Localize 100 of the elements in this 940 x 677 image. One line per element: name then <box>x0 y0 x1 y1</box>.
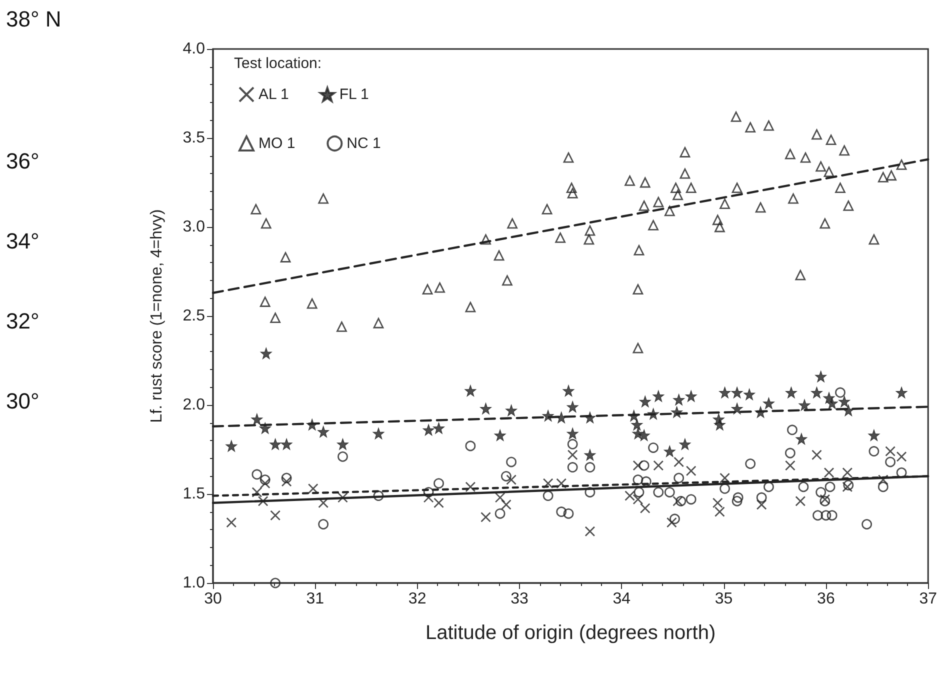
point <box>731 386 743 398</box>
point <box>673 394 685 406</box>
point <box>465 440 476 452</box>
point <box>744 388 756 400</box>
point <box>815 370 827 382</box>
point <box>674 456 684 468</box>
point <box>506 456 516 468</box>
legend-label: FL 1 <box>339 86 369 103</box>
point <box>632 474 644 485</box>
point <box>838 396 850 408</box>
point <box>795 496 806 506</box>
point <box>226 517 237 528</box>
point <box>494 429 506 442</box>
point <box>432 422 445 434</box>
point <box>638 460 650 471</box>
y-tick-label: 1.5 <box>182 486 206 502</box>
point <box>542 478 554 489</box>
point <box>251 413 263 426</box>
point <box>812 450 822 460</box>
point <box>434 498 444 508</box>
point <box>787 424 798 436</box>
point <box>720 472 730 484</box>
legend-label: MO 1 <box>258 135 296 152</box>
point <box>812 510 823 521</box>
x-tick-label: 35 <box>714 590 733 608</box>
point <box>720 483 730 494</box>
point <box>226 440 238 452</box>
point <box>270 438 282 450</box>
x-tick-label: 36 <box>817 590 835 608</box>
point <box>732 496 742 506</box>
point <box>281 476 292 487</box>
point <box>816 487 826 498</box>
point <box>632 494 644 505</box>
point <box>653 460 664 471</box>
point <box>624 490 635 501</box>
x-tick-label: 33 <box>510 590 528 608</box>
point <box>465 482 476 492</box>
point <box>563 508 574 519</box>
point <box>480 512 491 522</box>
y-tick-label: 3.5 <box>182 130 206 146</box>
point <box>494 508 506 519</box>
point <box>798 482 809 492</box>
point <box>584 462 596 472</box>
point <box>422 424 434 436</box>
point <box>252 487 262 498</box>
point <box>896 386 908 398</box>
point <box>372 428 384 440</box>
text: 32° <box>6 308 40 334</box>
point <box>674 472 684 484</box>
y-tick-label: 2.0 <box>182 396 206 414</box>
point <box>566 428 578 440</box>
point <box>260 478 270 489</box>
point <box>670 514 680 524</box>
point <box>826 397 838 410</box>
point <box>258 496 268 506</box>
point <box>868 429 880 442</box>
x-tick-label: 31 <box>306 590 324 608</box>
legend-label: AL 1 <box>258 86 289 103</box>
point <box>373 490 384 501</box>
point <box>464 384 476 397</box>
point <box>336 438 349 450</box>
point <box>878 482 888 492</box>
x-tick-label: 32 <box>408 590 426 608</box>
point <box>810 386 823 398</box>
point <box>670 406 683 418</box>
point <box>638 429 650 442</box>
point <box>664 487 675 498</box>
point <box>542 410 554 422</box>
legend-label: NC 1 <box>346 135 381 152</box>
point <box>878 474 888 485</box>
point <box>584 526 596 537</box>
point <box>494 492 506 503</box>
point <box>260 348 272 360</box>
point <box>260 474 270 485</box>
point <box>338 492 348 503</box>
point <box>868 446 880 456</box>
point <box>567 450 578 460</box>
point <box>686 494 696 505</box>
point <box>652 390 664 402</box>
y-tick-label: 3.0 <box>182 218 206 236</box>
point <box>764 482 774 492</box>
x-axis-title: Latitude of origin (degrees north) <box>425 622 716 644</box>
point <box>584 487 596 498</box>
point <box>784 460 796 471</box>
point <box>714 418 726 430</box>
point <box>423 487 434 498</box>
legend-title: Test location: <box>234 55 322 72</box>
point <box>318 498 329 508</box>
point <box>567 462 578 472</box>
point <box>648 442 658 453</box>
point <box>885 446 896 456</box>
point <box>719 386 731 398</box>
point <box>824 467 834 478</box>
point <box>896 467 907 478</box>
x-tick-label: 34 <box>612 590 631 608</box>
point <box>252 469 262 480</box>
point <box>732 492 744 503</box>
point <box>566 400 578 413</box>
point <box>556 506 567 517</box>
point <box>280 438 292 450</box>
